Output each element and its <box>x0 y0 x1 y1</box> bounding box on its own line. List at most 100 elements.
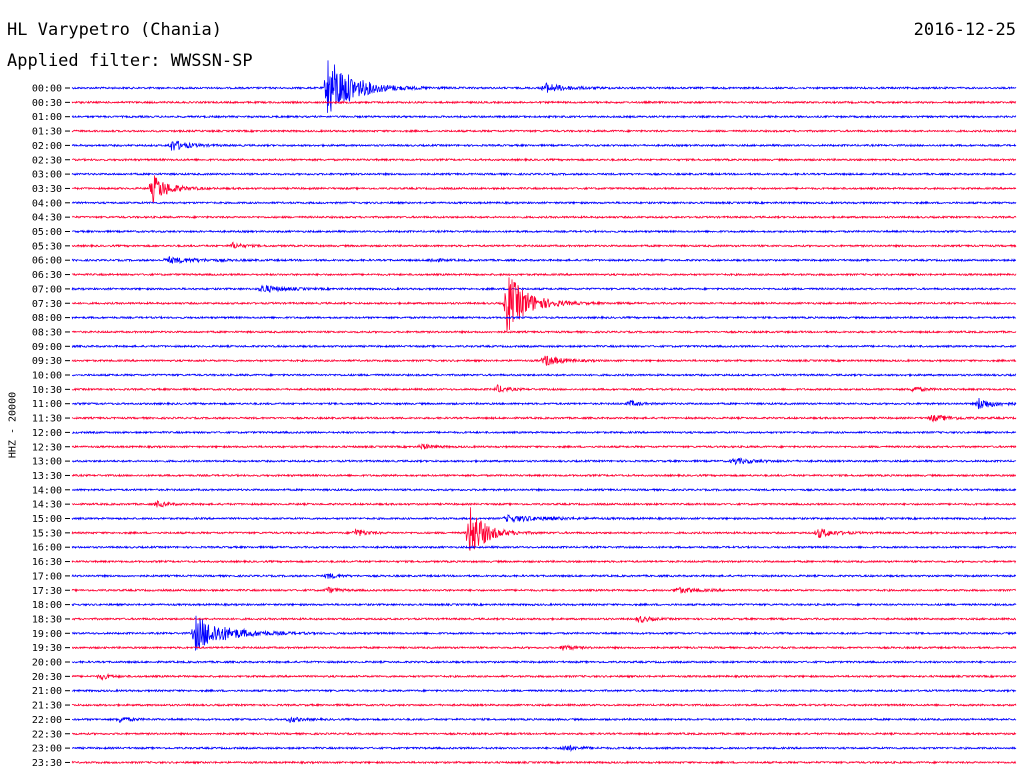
trace-line <box>71 499 1017 508</box>
trace-line <box>71 100 1017 105</box>
row-time-label: 07:00 <box>32 284 62 295</box>
trace-line <box>71 241 1017 249</box>
row-time-label: 01:00 <box>32 112 62 123</box>
trace-line <box>71 716 1017 724</box>
trace-line <box>71 128 1017 134</box>
row-time-label: 03:30 <box>32 184 62 195</box>
trace-line <box>71 171 1017 177</box>
trace-line <box>71 157 1017 163</box>
row-time-label: 02:30 <box>32 155 62 166</box>
row-time-label: 11:30 <box>32 414 62 425</box>
trace-line <box>71 329 1017 335</box>
trace-line <box>71 507 1017 551</box>
row-time-label: 20:30 <box>32 672 62 683</box>
row-time-label: 21:30 <box>32 701 62 712</box>
trace-line <box>71 602 1017 607</box>
row-time-label: 15:00 <box>32 514 62 525</box>
row-time-label: 16:00 <box>32 543 62 554</box>
trace-line <box>71 513 1017 524</box>
row-time-label: 20:00 <box>32 658 62 669</box>
row-time-label: 05:30 <box>32 241 62 252</box>
row-time-label: 04:00 <box>32 198 62 209</box>
trace-line <box>71 277 1017 332</box>
row-time-label: 00:00 <box>32 84 62 95</box>
trace-line <box>71 443 1017 450</box>
trace-line <box>71 702 1017 708</box>
trace-line <box>71 731 1017 737</box>
trace-line <box>71 414 1017 423</box>
trace-line <box>71 659 1017 665</box>
row-time-label: 23:30 <box>32 758 62 769</box>
row-time-label: 09:30 <box>32 356 62 367</box>
row-time-label: 14:00 <box>32 485 62 496</box>
trace-line <box>71 175 1017 204</box>
trace-line <box>71 255 1017 264</box>
row-time-label: 10:00 <box>32 371 62 382</box>
row-time-label: 18:00 <box>32 600 62 611</box>
trace-line <box>71 372 1017 378</box>
trace-line <box>71 315 1017 320</box>
trace-line <box>71 60 1017 113</box>
row-time-label: 02:00 <box>32 141 62 152</box>
row-time-label: 13:30 <box>32 471 62 482</box>
row-time-label: 09:00 <box>32 342 62 353</box>
row-time-label: 12:30 <box>32 442 62 453</box>
trace-line <box>71 544 1017 550</box>
row-time-label: 22:00 <box>32 715 62 726</box>
trace-line <box>71 615 1017 624</box>
row-time-label: 08:00 <box>32 313 62 324</box>
date-label: 2016-12-25 <box>913 20 1016 40</box>
trace-line <box>71 559 1017 564</box>
row-time-label: 10:30 <box>32 385 62 396</box>
trace-line <box>71 760 1017 765</box>
trace-line <box>71 344 1017 349</box>
trace-line <box>71 140 1017 151</box>
row-time-label: 16:30 <box>32 557 62 568</box>
row-time-label: 23:00 <box>32 744 62 755</box>
trace-line <box>71 644 1017 651</box>
row-time-label: 07:30 <box>32 299 62 310</box>
row-time-label: 12:00 <box>32 428 62 439</box>
row-time-label: 11:00 <box>32 399 62 410</box>
trace-line <box>71 688 1017 693</box>
trace-line <box>71 586 1017 594</box>
trace-line <box>71 384 1017 393</box>
trace-line <box>71 457 1017 466</box>
row-time-label: 19:00 <box>32 629 62 640</box>
row-time-label: 15:30 <box>32 528 62 539</box>
row-time-label: 06:30 <box>32 270 62 281</box>
trace-line <box>71 229 1017 234</box>
trace-line <box>71 487 1017 493</box>
station-title: HL Varypetro (Chania) <box>7 20 222 40</box>
filter-label: Applied filter: WWSSN-SP <box>7 51 253 71</box>
row-time-label: 19:30 <box>32 643 62 654</box>
row-time-label: 17:00 <box>32 571 62 582</box>
trace-line <box>71 672 1017 681</box>
row-time-label: 08:30 <box>32 327 62 338</box>
trace-line <box>71 114 1017 119</box>
row-time-label: 21:00 <box>32 686 62 697</box>
row-time-label: 01:30 <box>32 127 62 138</box>
row-time-label: 04:30 <box>32 213 62 224</box>
row-time-label: 22:30 <box>32 729 62 740</box>
row-time-label: 17:30 <box>32 586 62 597</box>
trace-line <box>71 744 1017 753</box>
row-time-label: 13:00 <box>32 457 62 468</box>
trace-line <box>71 473 1017 478</box>
row-time-label: 00:30 <box>32 98 62 109</box>
row-time-label: 14:30 <box>32 500 62 511</box>
row-time-label: 06:00 <box>32 256 62 267</box>
trace-line <box>71 573 1016 580</box>
row-time-label: 18:30 <box>32 614 62 625</box>
trace-line <box>71 214 1017 220</box>
trace-line <box>71 355 1017 366</box>
row-time-label: 05:00 <box>32 227 62 238</box>
row-time-label: 03:00 <box>32 170 62 181</box>
trace-line <box>71 272 1017 277</box>
trace-line <box>71 615 1017 651</box>
trace-line <box>71 284 1017 293</box>
trace-line <box>71 398 1017 410</box>
trace-line <box>71 430 1017 435</box>
trace-line <box>71 200 1017 206</box>
